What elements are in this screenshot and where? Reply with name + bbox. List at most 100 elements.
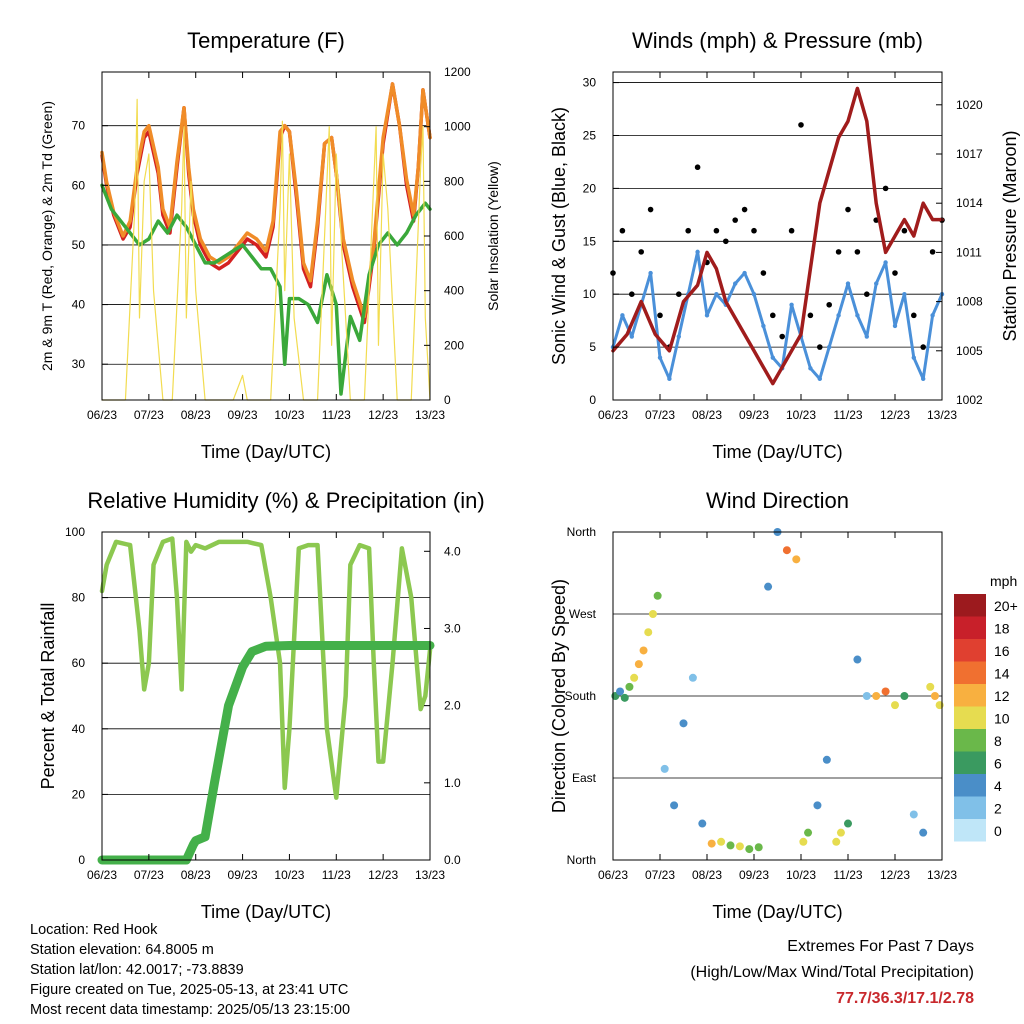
panel-2: 06/23 07/23 08/23 09/23 10/23 11/23 12/23 13/23… bbox=[549, 28, 1020, 462]
y2-tick-label: 1.0 bbox=[444, 776, 461, 790]
y2-tick-label: 1005 bbox=[956, 344, 983, 358]
wind-point bbox=[826, 301, 832, 308]
y2-axis-label: Station Pressure (Maroon) bbox=[1000, 130, 1020, 341]
x-tick-label: 09/23 bbox=[739, 868, 769, 882]
extremes-subtitle: (High/Low/Max Wind/Total Precipitation) bbox=[690, 964, 974, 981]
direction-point bbox=[660, 764, 669, 773]
x-tick-label: 11/23 bbox=[322, 408, 351, 422]
x-tick-label: 06/23 bbox=[598, 408, 628, 422]
x-tick-label: 08/23 bbox=[181, 408, 211, 422]
y2-tick-label: 0 bbox=[444, 393, 451, 407]
colorbar-swatch bbox=[954, 796, 986, 819]
direction-point bbox=[909, 810, 918, 819]
colorbar-label: 0 bbox=[994, 823, 1002, 839]
wind-point bbox=[892, 270, 898, 276]
y2-tick-label: 600 bbox=[444, 229, 464, 243]
series-line bbox=[97, 640, 435, 865]
x-tick-label: 11/23 bbox=[322, 868, 351, 882]
direction-point bbox=[707, 839, 716, 848]
elevation-text: Station elevation: 64.8005 m bbox=[30, 942, 214, 958]
wind-point bbox=[732, 217, 738, 223]
y-tick-label: South bbox=[565, 689, 596, 703]
colorbar-swatch bbox=[954, 706, 986, 729]
wind-point bbox=[911, 312, 917, 319]
direction-point bbox=[754, 843, 763, 852]
x-tick-label: 13/23 bbox=[415, 408, 445, 422]
series-line bbox=[611, 86, 944, 386]
wind-point bbox=[685, 227, 691, 234]
colorbar-swatch bbox=[954, 729, 986, 752]
direction-point bbox=[822, 755, 831, 764]
x-tick-label: 10/23 bbox=[274, 408, 304, 422]
direction-point bbox=[726, 841, 735, 850]
x-tick-label: 06/23 bbox=[87, 408, 117, 422]
y-axis-label: Sonic Wind & Gust (Blue, Black) bbox=[549, 107, 569, 365]
colorbar-label: 14 bbox=[994, 666, 1010, 682]
x-tick-label: 08/23 bbox=[692, 868, 722, 882]
direction-point bbox=[616, 687, 625, 696]
wind-point bbox=[713, 227, 720, 234]
x-tick-label: 07/23 bbox=[134, 408, 164, 422]
x-tick-label: 06/23 bbox=[87, 868, 117, 882]
direction-point bbox=[745, 845, 754, 854]
wind-point bbox=[807, 312, 814, 319]
wind-line bbox=[611, 250, 944, 381]
direction-point bbox=[620, 693, 629, 702]
x-axis-label: Time (Day/UTC) bbox=[712, 902, 842, 922]
x-tick-label: 08/23 bbox=[692, 408, 722, 422]
direction-point bbox=[782, 546, 791, 555]
y-tick-label: 50 bbox=[72, 238, 86, 252]
wind-point bbox=[647, 206, 654, 213]
y-tick-label: North bbox=[567, 853, 596, 867]
direction-point bbox=[644, 628, 653, 637]
wind-point bbox=[676, 291, 682, 297]
colorbar-swatch bbox=[954, 616, 986, 639]
wind-point bbox=[901, 227, 908, 234]
x-axis-label: Time (Day/UTC) bbox=[201, 442, 331, 462]
plot-frame bbox=[101, 531, 431, 861]
x-tick-label: 07/23 bbox=[645, 868, 675, 882]
panel-3: 06/23 07/23 08/23 09/23 10/23 11/23 12/23 13/23… bbox=[38, 488, 485, 922]
x-tick-label: 12/23 bbox=[368, 868, 398, 882]
direction-point bbox=[900, 692, 909, 700]
x-tick-label: 13/23 bbox=[415, 868, 445, 882]
colorbar-swatch bbox=[954, 639, 986, 662]
wind-point bbox=[817, 344, 823, 350]
direction-point bbox=[670, 801, 679, 810]
extremes-values: 77.7/36.3/17.1/2.78 bbox=[836, 990, 974, 1007]
direction-point bbox=[799, 837, 808, 846]
recent-text: Most recent data timestamp: 2025/05/13 2… bbox=[30, 1002, 351, 1018]
chart-title: Temperature (F) bbox=[187, 28, 345, 53]
wind-point bbox=[629, 291, 635, 297]
wind-point bbox=[723, 238, 729, 245]
y2-tick-label: 200 bbox=[444, 338, 464, 352]
x-tick-label: 08/23 bbox=[181, 868, 211, 882]
wind-point bbox=[929, 249, 936, 255]
direction-point bbox=[804, 828, 813, 837]
extremes-box: Extremes For Past 7 Days (High/Low/Max W… bbox=[690, 934, 974, 1012]
wind-point bbox=[619, 227, 626, 234]
wind-point bbox=[864, 291, 870, 297]
direction-point bbox=[735, 842, 744, 851]
wind-point bbox=[882, 185, 889, 192]
direction-point bbox=[813, 801, 822, 810]
y2-tick-label: 0.0 bbox=[444, 853, 461, 867]
direction-point bbox=[832, 837, 841, 846]
wind-point bbox=[835, 249, 842, 255]
x-tick-label: 11/23 bbox=[833, 408, 862, 422]
y2-tick-label: 1020 bbox=[956, 98, 983, 112]
colorbar-label: 4 bbox=[994, 778, 1002, 794]
y2-tick-label: 4.0 bbox=[444, 544, 461, 558]
direction-point bbox=[919, 828, 928, 837]
wind-point bbox=[798, 122, 804, 128]
direction-point bbox=[634, 660, 643, 669]
y2-tick-label: 1014 bbox=[956, 196, 983, 210]
panel-1: 06/23 07/23 08/23 09/23 10/23 11/23 12/23 13/23… bbox=[39, 28, 501, 462]
series-line bbox=[100, 82, 432, 325]
wind-point bbox=[751, 227, 757, 234]
wind-point bbox=[638, 249, 644, 255]
y2-axis-label: Solar Insolation (Yellow) bbox=[485, 161, 501, 311]
x-tick-label: 12/23 bbox=[368, 408, 398, 422]
y-axis-label: Direction (Colored By Speed) bbox=[549, 579, 569, 813]
wind-point bbox=[854, 249, 861, 255]
